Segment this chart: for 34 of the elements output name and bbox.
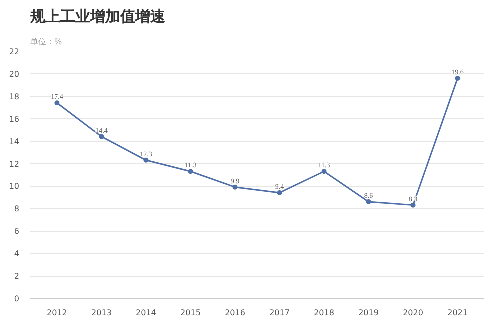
x-tick-label: 2014 [136, 308, 156, 318]
point [188, 169, 194, 174]
x-tick-label: 2019 [358, 308, 379, 318]
y-tick-label: 18 [9, 92, 20, 102]
y-tick-label: 14 [9, 137, 20, 146]
x-tick-label: 2013 [92, 308, 112, 318]
y-tick-label: 6 [14, 227, 20, 236]
point [232, 184, 238, 190]
point [322, 169, 327, 174]
y-tick-label: 16 [9, 114, 20, 124]
y-tick-label: 2 [14, 272, 20, 282]
x-tick-label: 2017 [270, 308, 290, 318]
x-tick-label: 2021 [448, 308, 468, 318]
point [455, 76, 460, 81]
y-tick-label: 12 [9, 160, 20, 169]
x-tick-label: 2015 [180, 308, 201, 318]
chart-subtitle: 单位：% [30, 38, 62, 46]
y-tick-label: 4 [14, 250, 20, 259]
x-tick-label: 2016 [225, 308, 246, 318]
y-tick-label: 0 [14, 294, 20, 304]
point [410, 202, 416, 208]
chart-title: 规上工业增加值增速 [30, 8, 166, 26]
point [277, 190, 282, 196]
y-tick-label: 10 [9, 182, 20, 192]
point [54, 100, 60, 106]
y-tick-label: 22 [9, 48, 20, 56]
point [366, 199, 372, 204]
point [144, 158, 149, 163]
y-tick-label: 8 [14, 204, 20, 214]
x-tick-label: 2018 [314, 308, 334, 318]
x-tick-label: 2012 [47, 308, 68, 318]
x-tick-label: 2020 [403, 308, 424, 318]
y-tick-label: 20 [9, 70, 20, 79]
point [99, 134, 104, 140]
